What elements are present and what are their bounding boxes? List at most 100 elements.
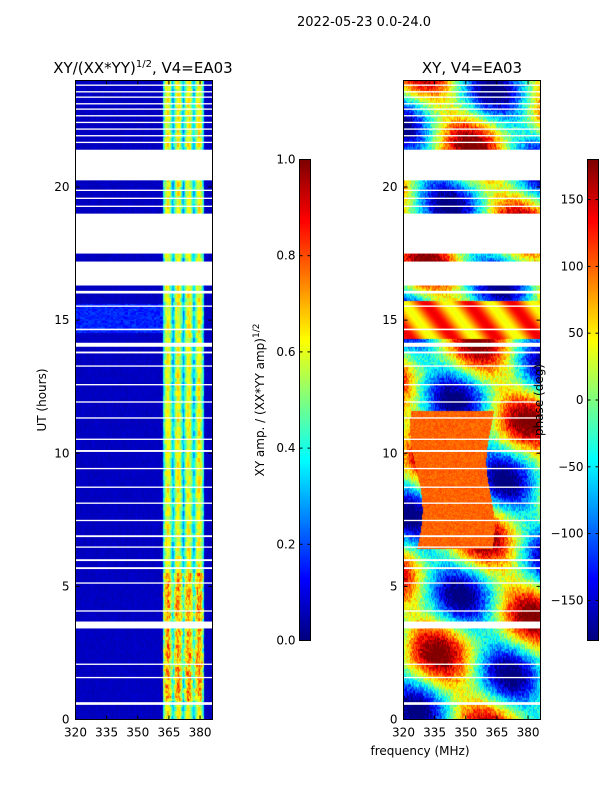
x-tick-label: 365 bbox=[157, 726, 180, 740]
flagged-row bbox=[75, 197, 213, 199]
flagged-row bbox=[403, 328, 541, 331]
colorbar-tick-label: 50 bbox=[568, 326, 583, 340]
flagged-row bbox=[75, 115, 213, 117]
flagged-row bbox=[403, 108, 541, 110]
amplitude-colorbar-gradient bbox=[300, 160, 310, 640]
flagged-row bbox=[75, 108, 213, 110]
flagged-row bbox=[75, 103, 213, 105]
flagged-row bbox=[403, 141, 541, 144]
flagged-row bbox=[403, 384, 541, 386]
colorbar-tick-label: −150 bbox=[551, 593, 584, 607]
flagged-row bbox=[75, 535, 213, 538]
flagged-row bbox=[75, 676, 213, 679]
flagged-row bbox=[75, 621, 213, 629]
flagged-row bbox=[403, 103, 541, 105]
flagged-row bbox=[403, 559, 541, 562]
flagged-row bbox=[403, 519, 541, 522]
flagged-row bbox=[403, 365, 541, 367]
flagged-row bbox=[75, 121, 213, 124]
y-tick-label: 20 bbox=[54, 180, 69, 194]
y-tick-label: 0 bbox=[62, 713, 70, 727]
flagged-row bbox=[75, 213, 213, 254]
flagged-row bbox=[75, 567, 213, 570]
phase-axis-ticks: 320 335 350 365 380 0 5 10 15 20 bbox=[382, 80, 541, 740]
x-tick-label: 320 bbox=[392, 726, 415, 740]
x-tick-label: 365 bbox=[485, 726, 508, 740]
colorbar-tick-label: 0.8 bbox=[276, 249, 295, 263]
flagged-row bbox=[75, 610, 213, 612]
flagged-row bbox=[75, 401, 213, 403]
flagged-row bbox=[403, 135, 541, 137]
amplitude-y-axis-label: UT (hours) bbox=[35, 368, 49, 431]
phase-colorbar-gradient bbox=[588, 160, 598, 640]
flagged-row bbox=[403, 149, 541, 181]
x-tick-label: 320 bbox=[64, 726, 87, 740]
amplitude-axis-ticks: 320 335 350 365 380 0 5 10 15 20 bbox=[54, 80, 213, 740]
flagged-row bbox=[75, 467, 213, 470]
flagged-row bbox=[403, 96, 541, 98]
phase-colorbar-label: phase (deg) bbox=[532, 364, 546, 436]
flagged-row bbox=[403, 567, 541, 570]
flagged-row bbox=[75, 96, 213, 98]
y-tick-label: 15 bbox=[54, 313, 69, 327]
amplitude-colorbar: 0.0 0.2 0.4 0.6 0.8 1.0 XY amp. / (XX*YY amp)… bbox=[252, 153, 311, 648]
y-tick-label: 20 bbox=[382, 180, 397, 194]
flagged-row bbox=[403, 213, 541, 254]
flagged-row bbox=[75, 189, 213, 191]
x-tick-label: 380 bbox=[517, 726, 540, 740]
flagged-row bbox=[403, 189, 541, 191]
flagged-row bbox=[403, 351, 541, 354]
y-tick-label: 10 bbox=[382, 446, 397, 460]
x-tick-label: 335 bbox=[423, 726, 446, 740]
flagged-row bbox=[403, 128, 541, 130]
flagged-row bbox=[403, 502, 541, 504]
flagged-row bbox=[75, 328, 213, 331]
colorbar-tick-label: 0.4 bbox=[276, 441, 295, 455]
flagged-row bbox=[75, 305, 213, 307]
flagged-row bbox=[75, 502, 213, 504]
phase-colorbar-ticks: 150 100 50 0 −50 −100 −150 bbox=[551, 193, 599, 607]
flagged-row bbox=[75, 149, 213, 181]
flagged-row bbox=[403, 438, 541, 440]
flagged-row bbox=[75, 384, 213, 386]
flagged-row bbox=[75, 486, 213, 488]
flagged-row bbox=[403, 197, 541, 199]
flagged-row bbox=[75, 438, 213, 440]
flagged-row bbox=[403, 546, 541, 548]
flagged-row bbox=[403, 582, 541, 584]
figure-suptitle: 2022-05-23 0.0-24.0 bbox=[297, 15, 431, 30]
flagged-row bbox=[75, 205, 213, 207]
phase-axes-frame bbox=[403, 80, 541, 720]
x-tick-label: 350 bbox=[454, 726, 477, 740]
phase-panel-title: XY, V4=EA03 bbox=[422, 59, 522, 77]
flagged-row bbox=[75, 135, 213, 137]
amplitude-heatmap-image bbox=[76, 80, 212, 720]
colorbar-tick-label: 0.6 bbox=[276, 345, 295, 359]
y-tick-label: 10 bbox=[54, 446, 69, 460]
y-tick-label: 15 bbox=[382, 313, 397, 327]
flagged-row bbox=[403, 261, 541, 286]
flagged-row bbox=[75, 702, 213, 705]
flagged-row bbox=[403, 450, 541, 452]
flagged-row bbox=[75, 519, 213, 522]
flagged-row bbox=[75, 582, 213, 584]
flagged-row bbox=[75, 663, 213, 665]
flagged-row bbox=[403, 342, 541, 347]
phase-heatmap-image bbox=[404, 80, 540, 720]
flagged-row bbox=[403, 621, 541, 629]
flagged-row bbox=[75, 128, 213, 130]
amplitude-heatmap-panel: XY/(XX*YY)1/2, V4=EA03 320 335 350 365 380 0 5… bbox=[35, 59, 233, 740]
flagged-row bbox=[403, 290, 541, 294]
colorbar-tick-label: 0.2 bbox=[276, 537, 295, 551]
flagged-row bbox=[403, 121, 541, 124]
amplitude-colorbar-frame bbox=[299, 159, 311, 641]
colorbar-tick-label: 100 bbox=[561, 259, 584, 273]
flagged-row bbox=[75, 261, 213, 286]
x-tick-label: 350 bbox=[126, 726, 149, 740]
colorbar-tick-label: −100 bbox=[551, 527, 584, 541]
flagged-row bbox=[403, 610, 541, 612]
flagged-row bbox=[403, 535, 541, 538]
flagged-row bbox=[403, 401, 541, 403]
phase-colorbar: 150 100 50 0 −50 −100 −150 phase (deg) bbox=[532, 159, 599, 641]
flagged-row bbox=[403, 467, 541, 470]
